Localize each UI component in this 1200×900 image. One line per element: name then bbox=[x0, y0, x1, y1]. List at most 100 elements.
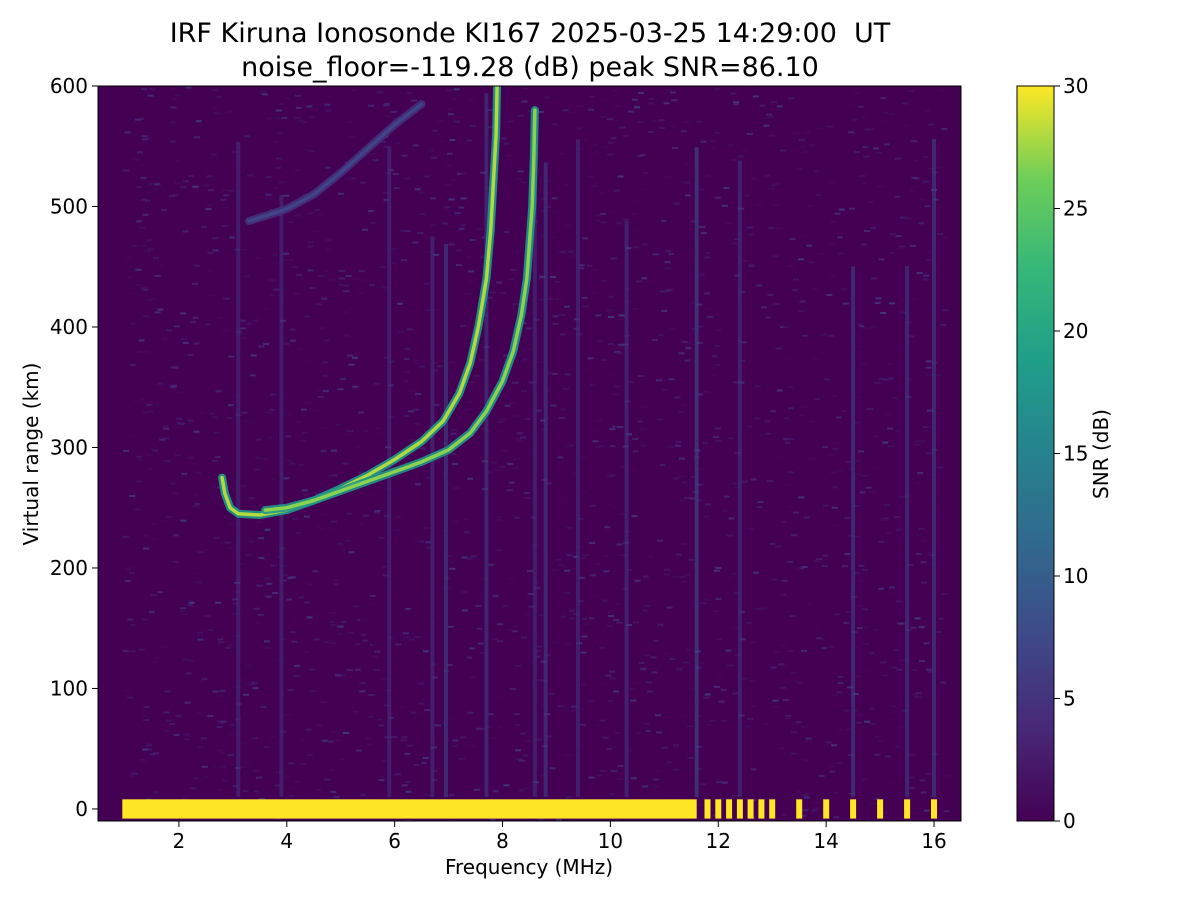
noise-cell bbox=[549, 767, 556, 770]
noise-cell bbox=[249, 683, 256, 686]
noise-cell bbox=[821, 565, 828, 568]
noise-cell bbox=[512, 414, 519, 417]
noise-cell bbox=[937, 124, 944, 127]
noise-cell bbox=[803, 235, 810, 237]
noise-cell bbox=[490, 776, 497, 778]
noise-cell bbox=[776, 389, 783, 392]
plot-frame bbox=[97, 85, 962, 822]
noise-cell bbox=[647, 131, 654, 133]
noise-cell bbox=[878, 258, 885, 261]
noise-cell bbox=[212, 249, 219, 252]
noise-cell bbox=[669, 327, 676, 330]
noise-cell bbox=[309, 690, 316, 693]
noise-cell bbox=[337, 633, 344, 636]
noise-cell bbox=[700, 219, 707, 222]
noise-cell bbox=[175, 714, 182, 717]
noise-cell bbox=[652, 785, 659, 788]
noise-cell bbox=[283, 252, 290, 255]
noise-cell bbox=[356, 749, 362, 752]
noise-cell bbox=[502, 554, 509, 557]
noise-cell bbox=[269, 408, 276, 411]
noise-cell bbox=[479, 764, 486, 767]
noise-cell bbox=[170, 732, 177, 735]
noise-cell bbox=[922, 96, 929, 99]
noise-cell bbox=[401, 708, 408, 711]
noise-cell bbox=[491, 300, 498, 303]
noise-cell bbox=[899, 726, 906, 729]
noise-cell bbox=[261, 265, 268, 268]
noise-cell bbox=[350, 177, 357, 180]
noise-cell bbox=[327, 278, 334, 281]
noise-cell bbox=[567, 250, 574, 253]
noise-cell bbox=[241, 765, 248, 768]
noise-cell bbox=[362, 429, 369, 432]
noise-cell bbox=[799, 300, 806, 303]
noise-cell bbox=[137, 350, 144, 353]
noise-cell bbox=[630, 777, 637, 780]
noise-cell bbox=[250, 354, 257, 357]
noise-cell bbox=[228, 755, 235, 758]
noise-cell bbox=[770, 410, 777, 413]
noise-cell bbox=[284, 259, 291, 262]
noise-cell bbox=[875, 297, 882, 300]
noise-cell bbox=[468, 270, 475, 273]
noise-cell bbox=[419, 213, 426, 216]
noise-cell bbox=[861, 182, 868, 184]
noise-cell bbox=[544, 96, 551, 99]
noise-cell bbox=[363, 617, 370, 620]
noise-cell bbox=[560, 333, 567, 336]
noise-cell bbox=[145, 136, 152, 139]
noise-cell bbox=[450, 452, 457, 455]
noise-cell bbox=[687, 254, 694, 257]
noise-cell bbox=[935, 555, 942, 557]
noise-cell bbox=[837, 469, 844, 472]
noise-cell bbox=[604, 526, 611, 529]
noise-cell bbox=[180, 519, 187, 522]
noise-cell bbox=[629, 688, 636, 691]
noise-cell bbox=[578, 490, 585, 493]
noise-cell bbox=[184, 733, 191, 736]
noise-cell bbox=[438, 700, 445, 703]
noise-cell bbox=[504, 404, 511, 407]
noise-cell bbox=[633, 682, 640, 684]
noise-cell bbox=[711, 347, 718, 350]
noise-cell bbox=[149, 298, 156, 301]
noise-cell bbox=[404, 177, 411, 180]
noise-cell bbox=[180, 607, 187, 610]
noise-cell bbox=[925, 773, 932, 775]
noise-cell bbox=[254, 468, 261, 471]
noise-cell bbox=[390, 735, 397, 738]
noise-cell bbox=[901, 720, 908, 722]
noise-cell bbox=[545, 735, 552, 738]
noise-cell bbox=[876, 677, 883, 680]
noise-cell bbox=[911, 758, 918, 761]
noise-cell bbox=[358, 471, 365, 474]
noise-cell bbox=[381, 286, 388, 289]
noise-cell bbox=[666, 761, 673, 764]
noise-cell bbox=[296, 421, 303, 423]
noise-cell bbox=[273, 288, 280, 291]
noise-cell bbox=[333, 796, 340, 799]
noise-cell bbox=[813, 559, 820, 562]
noise-cell bbox=[640, 428, 647, 431]
noise-cell bbox=[145, 742, 152, 745]
noise-cell bbox=[318, 147, 325, 150]
noise-cell bbox=[815, 628, 822, 631]
noise-cell bbox=[309, 116, 316, 119]
noise-cell bbox=[593, 750, 600, 753]
noise-cell bbox=[334, 413, 341, 416]
noise-cell bbox=[538, 417, 545, 420]
noise-cell bbox=[867, 534, 874, 536]
noise-cell bbox=[684, 359, 691, 362]
noise-cell bbox=[755, 108, 762, 111]
noise-cell bbox=[534, 259, 541, 262]
noise-cell bbox=[672, 575, 679, 578]
noise-cell bbox=[826, 741, 833, 744]
noise-cell bbox=[240, 337, 247, 339]
noise-cell bbox=[360, 793, 367, 796]
noise-cell bbox=[474, 374, 481, 377]
noise-cell bbox=[446, 664, 453, 666]
noise-cell bbox=[536, 645, 543, 648]
noise-cell bbox=[578, 264, 585, 267]
noise-cell bbox=[765, 666, 772, 669]
